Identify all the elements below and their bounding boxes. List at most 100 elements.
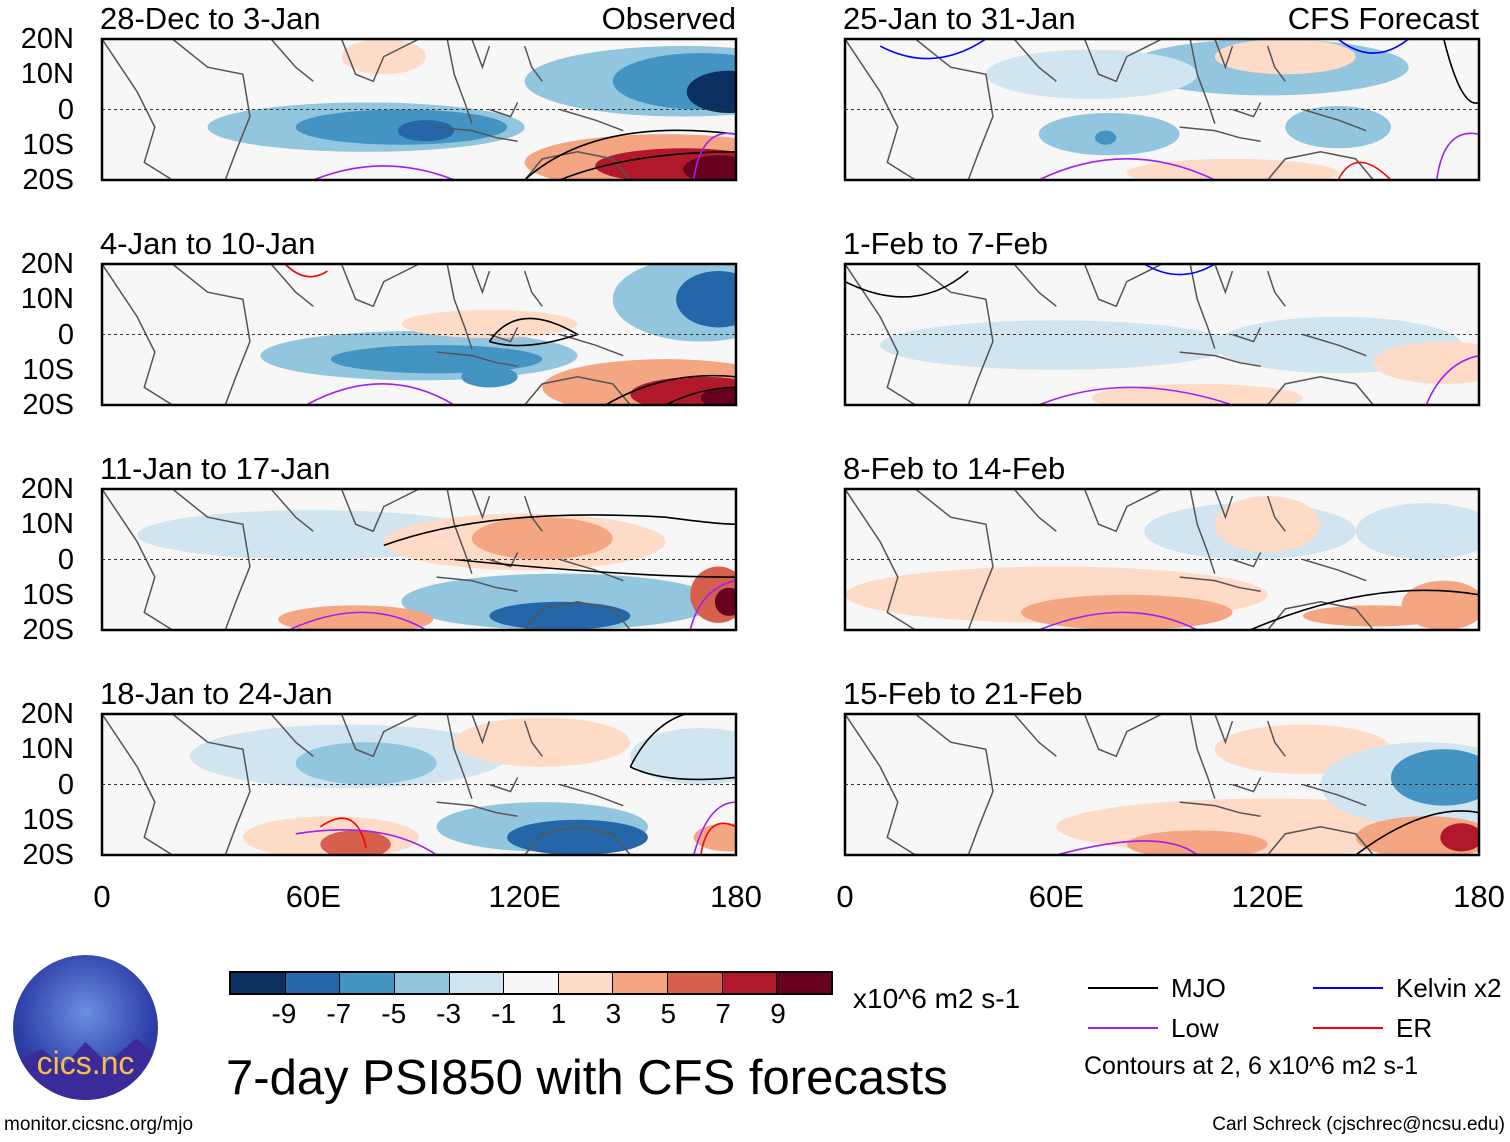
contour-note: Contours at 2, 6 x10^6 m2 s-1 — [1084, 1052, 1419, 1080]
legend-label: Low — [1171, 1013, 1219, 1043]
wave-contour — [1337, 161, 1392, 180]
anomaly-region — [454, 717, 631, 767]
wave-contour — [1056, 840, 1198, 855]
wave-contour — [692, 132, 736, 180]
wave-contour — [319, 817, 367, 849]
panel-frame — [100, 712, 738, 857]
map-panel — [100, 37, 738, 182]
wave-contour — [845, 270, 969, 298]
map-panel — [100, 487, 738, 632]
lon-label: 120E — [1231, 879, 1304, 914]
anomaly-region — [330, 345, 543, 374]
wave-contour — [1038, 158, 1216, 180]
anomaly-region — [1214, 496, 1321, 553]
wave-contour — [313, 165, 455, 180]
panel-title: 15-Feb to 21-Feb — [843, 676, 1083, 711]
colorbar-swatch — [231, 973, 286, 993]
lat-label: 10N — [20, 733, 74, 766]
panel-frame — [843, 262, 1481, 407]
panel-title: 8-Feb to 14-Feb — [843, 451, 1066, 486]
anomaly-region — [1126, 158, 1339, 180]
legend-line-er — [1313, 1027, 1383, 1029]
legend-line-mjo — [1088, 987, 1158, 989]
lon-label: 180 — [1453, 879, 1505, 914]
colorbar-swatch — [777, 973, 832, 993]
anomaly-region — [1390, 749, 1479, 806]
coastline — [845, 264, 1374, 405]
anomaly-region — [1285, 105, 1391, 149]
lat-label: 20N — [20, 23, 74, 55]
logo-text: cics.nc — [36, 1045, 135, 1081]
wave-contour — [1435, 132, 1479, 180]
anomaly-region — [401, 309, 578, 339]
panel-tag: Observed — [601, 1, 736, 36]
colorbar-swatch — [558, 973, 614, 993]
panel-title: 11-Jan to 17-Jan — [100, 451, 331, 486]
anomaly-region — [630, 728, 736, 785]
wave-contour — [665, 386, 736, 405]
wave-contour — [1143, 264, 1216, 276]
panel-frame — [843, 712, 1481, 857]
lat-label: 20N — [20, 248, 74, 280]
wave-contour — [1425, 354, 1479, 405]
panel-tag: CFS Forecast — [1287, 1, 1479, 36]
panel-frame — [843, 37, 1481, 182]
map-panel — [843, 262, 1481, 407]
map-panel — [843, 487, 1481, 632]
wave-contour — [689, 579, 736, 630]
anomaly-region — [401, 573, 719, 630]
wave-contour — [383, 514, 736, 547]
lon-label: 120E — [488, 879, 561, 914]
map-panel — [100, 712, 738, 857]
anomaly-region — [489, 601, 631, 630]
anomaly-region — [1373, 341, 1479, 384]
lat-label: 10S — [22, 128, 74, 161]
lon-label: 60E — [285, 879, 341, 914]
coastline — [102, 39, 631, 180]
wave-contour — [692, 801, 736, 855]
wave-contour — [1355, 810, 1479, 855]
lat-label: 10S — [22, 803, 74, 836]
colorbar-label: -1 — [491, 998, 516, 1029]
anomaly-region — [700, 387, 736, 405]
anomaly-region — [1095, 130, 1117, 145]
wave-contour — [629, 766, 736, 781]
colorbar-label: -3 — [436, 998, 462, 1029]
wave-contour — [305, 383, 455, 405]
lat-label: 20N — [20, 473, 74, 505]
colorbar-units: x10^6 m2 s-1 — [853, 983, 1021, 1014]
anomaly-region — [1302, 605, 1444, 627]
map-panel — [843, 712, 1481, 857]
lat-label: 0 — [57, 318, 74, 351]
anomaly-region — [686, 70, 736, 114]
coastline — [845, 489, 1374, 630]
colorbar-label: 1 — [550, 998, 567, 1029]
coastline — [845, 39, 1374, 180]
lat-label: 20S — [22, 389, 74, 421]
anomaly-region — [397, 120, 455, 142]
footer-credit: Carl Schreck (cjschrec@ncsu.edu) — [1212, 1114, 1505, 1135]
anomaly-region — [461, 366, 518, 388]
legend-line-kelvin-x2 — [1313, 987, 1383, 989]
lon-label: 60E — [1028, 879, 1084, 914]
panel-title: 18-Jan to 24-Jan — [100, 676, 333, 711]
wave-contour — [1038, 386, 1233, 405]
anomaly-region — [1214, 39, 1356, 75]
panel-frame — [843, 487, 1481, 632]
lon-label: 0 — [93, 879, 111, 914]
map-panel — [843, 37, 1481, 182]
panel-title: 1-Feb to 7-Feb — [843, 226, 1049, 261]
lat-label: 20S — [22, 839, 74, 871]
colorbar-swatch — [504, 973, 559, 993]
colorbar-label: -9 — [271, 998, 297, 1029]
lat-label: 10S — [22, 353, 74, 386]
colorbar-swatch — [613, 973, 669, 993]
anomaly-region — [1440, 823, 1479, 852]
wave-contour — [288, 611, 427, 630]
anomaly-region — [295, 742, 437, 785]
legend-label: ER — [1396, 1013, 1433, 1043]
colorbar-swatch — [668, 973, 723, 993]
lat-label: 10N — [20, 508, 74, 541]
wave-contour — [879, 39, 987, 60]
wave-contour — [605, 374, 736, 405]
